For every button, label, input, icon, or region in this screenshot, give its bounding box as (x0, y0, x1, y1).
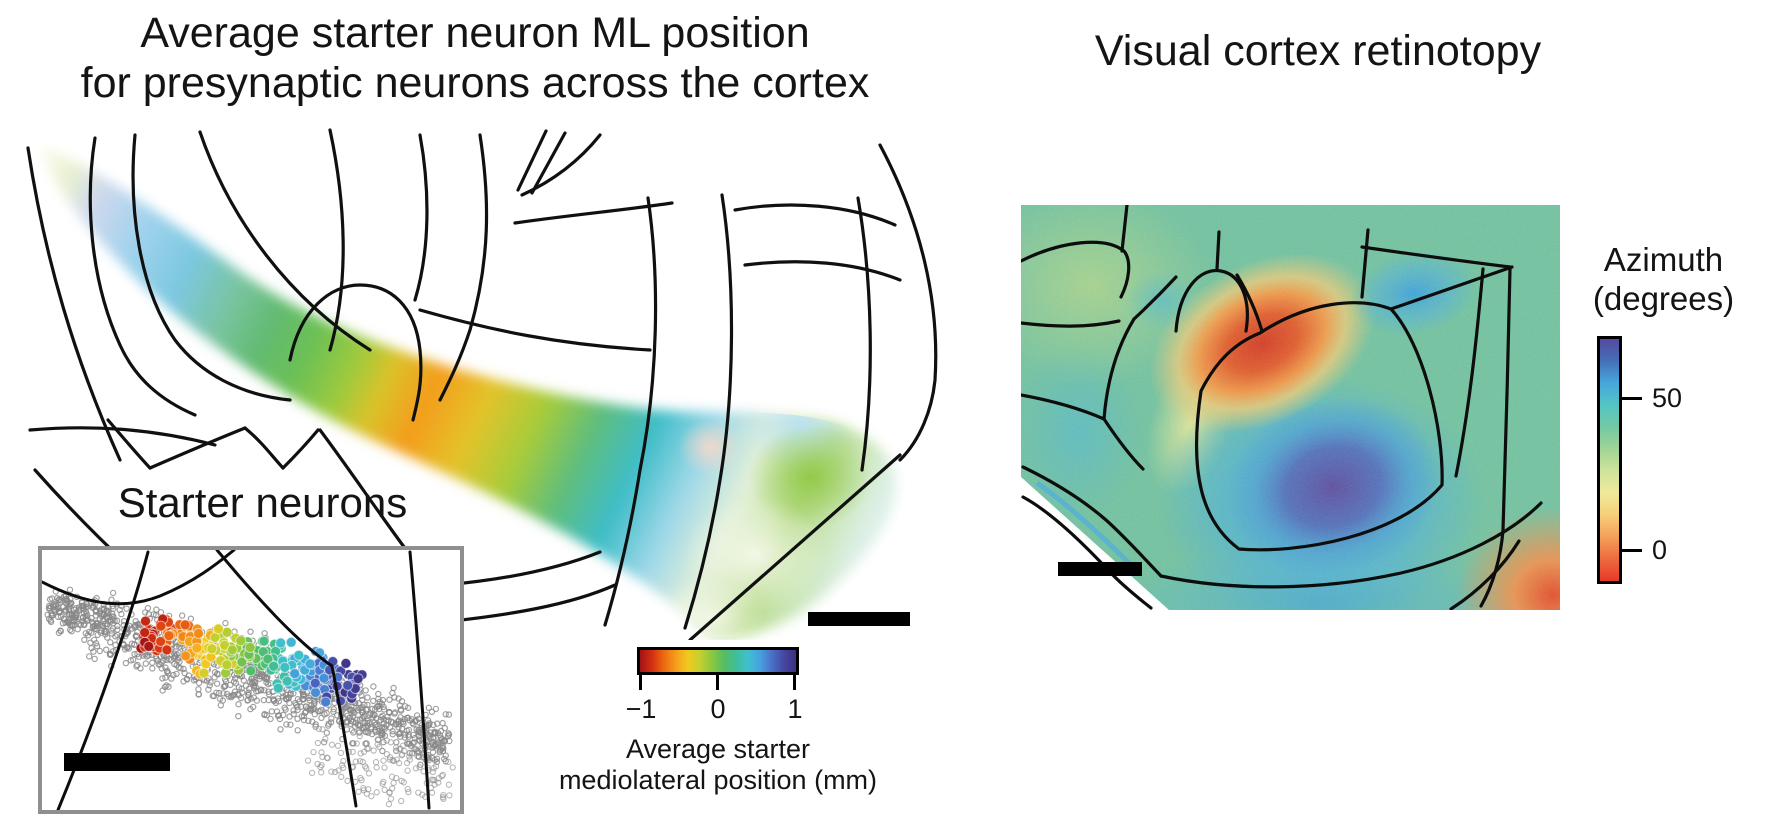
azimuth-tick-0 (1622, 549, 1642, 552)
starter-neurons-scatter (44, 586, 456, 808)
azimuth-colorbar-label: Azimuth (degrees) (1561, 241, 1766, 319)
ml-tick-1 (793, 675, 796, 690)
azimuth-tick-label-0: 0 (1652, 535, 1668, 565)
ml-colorbar-caption-line2: mediolateral position (mm) (558, 765, 878, 796)
left-scale-bar (808, 612, 910, 626)
retinotopy-map (1021, 205, 1560, 610)
visual-area-borders (1021, 205, 1543, 610)
inset-title: Starter neurons (117, 479, 408, 526)
inset-scale-bar (64, 753, 170, 771)
cortical-area-borders-inset (42, 550, 431, 810)
right-panel-title: Visual cortex retinotopy (1094, 27, 1542, 75)
left-panel-title-line1: Average starter neuron ML position (140, 9, 810, 57)
starter-neurons-inset (38, 546, 464, 814)
starter-neurons-plot (42, 550, 456, 810)
retinotopy-field (1021, 205, 1560, 610)
ml-tick-0 (716, 675, 719, 690)
cortical-area-borders-left (26, 128, 938, 640)
left-flatmap (26, 128, 938, 640)
azimuth-label-line1: Azimuth (1603, 241, 1724, 278)
ml-colorbar-caption-line1: Average starter (625, 734, 811, 764)
ml-colorbar-gradient (640, 650, 796, 672)
azimuth-tick-label-50: 50 (1652, 383, 1683, 413)
ml-colorbar-caption: Average starter mediolateral position (m… (518, 734, 918, 797)
left-panel-title-line2: for presynaptic neurons across the corte… (80, 59, 870, 108)
ml-colorbar (637, 647, 799, 675)
azimuth-colorbar-gradient (1600, 339, 1619, 581)
right-scale-bar (1058, 562, 1142, 576)
azimuth-label-line2: (degrees) (1592, 279, 1735, 317)
azimuth-colorbar (1597, 336, 1622, 584)
left-panel-title: Average starter neuron ML position for p… (5, 8, 945, 109)
ml-tick-label-0: 0 (710, 694, 726, 724)
azimuth-tick-50 (1622, 397, 1642, 400)
ml-tick-neg1 (639, 675, 642, 690)
ml-tick-label-1: 1 (787, 694, 803, 724)
ml-tick-label-neg1: −1 (625, 694, 657, 724)
